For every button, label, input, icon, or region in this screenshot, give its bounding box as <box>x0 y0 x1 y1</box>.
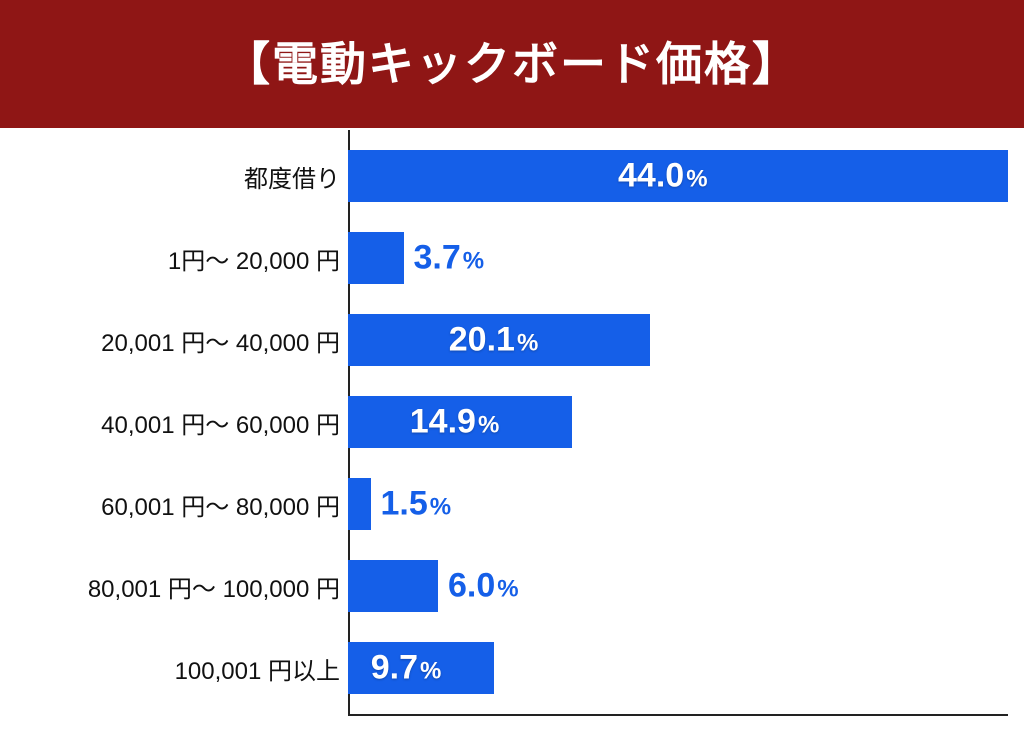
bar-value-label: 14.9% <box>410 403 500 442</box>
bar-track: 3.7% <box>348 232 1008 284</box>
bar-value-percent: % <box>686 166 707 194</box>
bar-track: 6.0% <box>348 560 1008 612</box>
bar-value-label: 9.7% <box>371 649 442 688</box>
category-label: 都度借り <box>8 159 348 194</box>
bar-rows-container: 都度借り44.0%1円～ 20,000 円3.7%20,001 円～ 40,00… <box>8 150 1016 694</box>
bar-row: 都度借り 44.0% <box>8 150 1016 202</box>
bar-value-number: 14.9 <box>410 403 476 442</box>
category-label: 100,001 円以上 <box>8 651 348 686</box>
bar-track: 9.7% <box>348 642 1008 694</box>
bar-value-percent: % <box>497 576 518 604</box>
bar-value-number: 3.7 <box>414 239 461 278</box>
bar-track: 20.1% <box>348 314 1008 366</box>
title-band: 【電動キックボード価格】 <box>0 0 1024 128</box>
infographic-frame: 【電動キックボード価格】 都度借り44.0%1円～ 20,000 円3.7%20… <box>0 0 1024 743</box>
bar-value-percent: % <box>478 412 499 440</box>
bar-value-label: 1.5% <box>381 485 452 524</box>
bar-value-percent: % <box>463 248 484 276</box>
bar-value-percent: % <box>517 330 538 358</box>
category-label: 1円～ 20,000 円 <box>8 241 348 276</box>
bar-row: 100,001 円以上 9.7% <box>8 642 1016 694</box>
chart-area: 都度借り44.0%1円～ 20,000 円3.7%20,001 円～ 40,00… <box>8 150 1016 694</box>
chart-title: 【電動キックボード価格】 <box>224 38 800 90</box>
bar-value-number: 20.1 <box>449 321 515 360</box>
bar-value-percent: % <box>420 658 441 686</box>
bar-fill <box>348 232 404 284</box>
bar-track: 14.9% <box>348 396 1008 448</box>
category-label: 20,001 円～ 40,000 円 <box>8 323 348 358</box>
bar-value-number: 6.0 <box>448 567 495 606</box>
bar-value-label: 3.7% <box>414 239 485 278</box>
bar-row: 1円～ 20,000 円 3.7% <box>8 232 1016 284</box>
bar-track: 44.0% <box>348 150 1008 202</box>
category-label: 60,001 円～ 80,000 円 <box>8 487 348 522</box>
category-label: 40,001 円～ 60,000 円 <box>8 405 348 440</box>
bar-value-number: 1.5 <box>381 485 428 524</box>
category-label: 80,001 円～ 100,000 円 <box>8 569 348 604</box>
bar-value-label: 6.0% <box>448 567 519 606</box>
bar-value-number: 44.0 <box>618 157 684 196</box>
bar-value-number: 9.7 <box>371 649 418 688</box>
bar-row: 20,001 円～ 40,000 円 20.1% <box>8 314 1016 366</box>
bar-fill <box>348 478 371 530</box>
x-axis-line <box>348 714 1008 716</box>
bar-track: 1.5% <box>348 478 1008 530</box>
bar-row: 40,001 円～ 60,000 円 14.9% <box>8 396 1016 448</box>
bar-value-percent: % <box>430 494 451 522</box>
bar-fill <box>348 560 438 612</box>
bar-value-label: 44.0% <box>618 157 708 196</box>
bar-row: 60,001 円～ 80,000 円 1.5% <box>8 478 1016 530</box>
bar-row: 80,001 円～ 100,000 円 6.0% <box>8 560 1016 612</box>
bar-value-label: 20.1% <box>449 321 539 360</box>
